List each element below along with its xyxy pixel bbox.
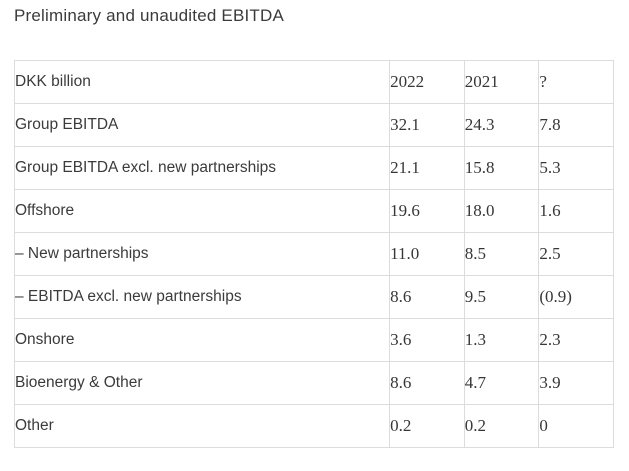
row-label: Other xyxy=(13,404,391,448)
table-row: Other 0.2 0.2 0 xyxy=(13,404,614,448)
column-header-unit: DKK billion xyxy=(13,60,391,104)
value-cell: 32.1 xyxy=(389,103,465,147)
table-row: – EBITDA excl. new partnerships 8.6 9.5 … xyxy=(13,275,614,319)
value-cell: 15.8 xyxy=(463,146,540,190)
value-cell: 2.3 xyxy=(538,318,614,362)
row-label: Bioenergy & Other xyxy=(13,361,391,405)
column-header-unknown: ? xyxy=(538,60,614,104)
value-cell: 8.6 xyxy=(389,275,465,319)
value-cell: 1.3 xyxy=(463,318,540,362)
column-header-2022: 2022 xyxy=(389,60,465,104)
value-cell: 18.0 xyxy=(463,189,540,233)
value-cell: 11.0 xyxy=(389,232,465,276)
row-label: Onshore xyxy=(13,318,391,362)
value-cell: 0.2 xyxy=(463,404,540,448)
value-cell: 9.5 xyxy=(463,275,540,319)
value-cell: 1.6 xyxy=(538,189,614,233)
row-label: – New partnerships xyxy=(13,232,391,276)
table-row: Offshore 19.6 18.0 1.6 xyxy=(13,189,614,233)
row-label: Group EBITDA xyxy=(13,103,391,147)
ebitda-table: DKK billion 2022 2021 ? Group EBITDA 32.… xyxy=(13,60,614,448)
value-cell: 8.5 xyxy=(463,232,540,276)
page-title: Preliminary and unaudited EBITDA xyxy=(14,6,285,25)
value-cell: 3.9 xyxy=(538,361,614,405)
value-cell: 24.3 xyxy=(463,103,540,147)
value-cell: 4.7 xyxy=(463,361,540,405)
row-label: Offshore xyxy=(13,189,391,233)
table-row: Group EBITDA excl. new partnerships 21.1… xyxy=(13,146,614,190)
value-cell: 8.6 xyxy=(389,361,465,405)
row-label: Group EBITDA excl. new partnerships xyxy=(13,146,391,190)
value-cell: 19.6 xyxy=(389,189,465,233)
table-row: – New partnerships 11.0 8.5 2.5 xyxy=(13,232,614,276)
value-cell: 0 xyxy=(538,404,614,448)
table-row: Group EBITDA 32.1 24.3 7.8 xyxy=(13,103,614,147)
value-cell: (0.9) xyxy=(538,275,614,319)
value-cell: 7.8 xyxy=(538,103,614,147)
value-cell: 2.5 xyxy=(538,232,614,276)
table-row: Onshore 3.6 1.3 2.3 xyxy=(13,318,614,362)
table-header-row: DKK billion 2022 2021 ? xyxy=(13,60,614,104)
value-cell: 3.6 xyxy=(389,318,465,362)
table-row: Bioenergy & Other 8.6 4.7 3.9 xyxy=(13,361,614,405)
value-cell: 5.3 xyxy=(538,146,614,190)
row-label: – EBITDA excl. new partnerships xyxy=(13,275,391,319)
value-cell: 0.2 xyxy=(389,404,465,448)
column-header-2021: 2021 xyxy=(463,60,540,104)
value-cell: 21.1 xyxy=(389,146,465,190)
